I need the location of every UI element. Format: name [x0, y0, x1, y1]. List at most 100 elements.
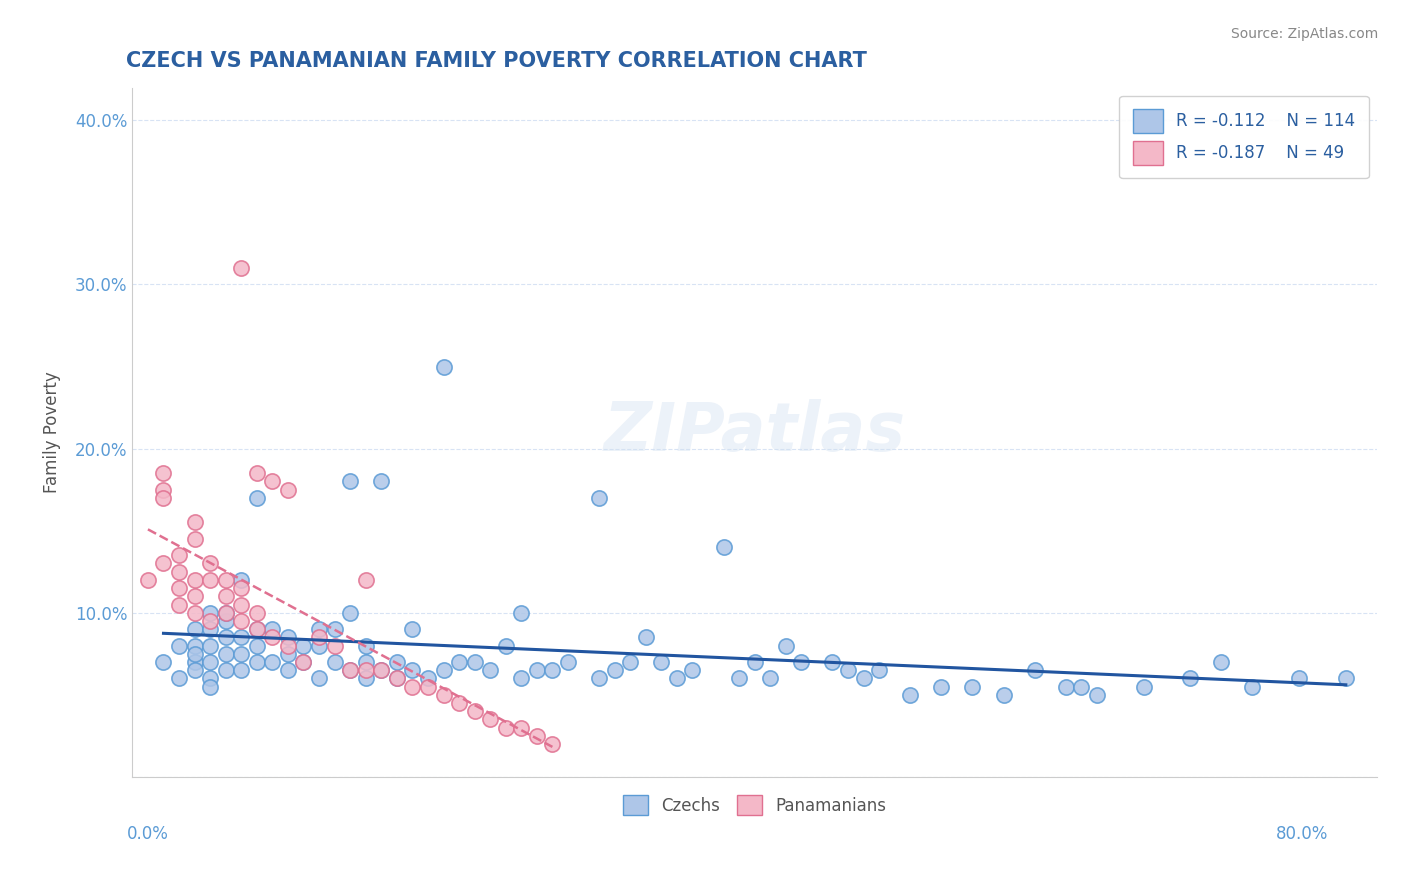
Point: [215, 573, 238, 587]
Point: [183, 647, 205, 661]
Point: [479, 713, 502, 727]
Point: [277, 483, 299, 497]
Point: [401, 622, 423, 636]
Point: [339, 663, 361, 677]
Point: [541, 663, 564, 677]
Point: [152, 467, 174, 481]
Point: [370, 663, 392, 677]
Point: [183, 606, 205, 620]
Point: [308, 622, 330, 636]
Point: [323, 639, 346, 653]
Point: [231, 631, 253, 645]
Point: [231, 581, 253, 595]
Point: [588, 672, 610, 686]
Point: [354, 672, 377, 686]
Point: [852, 672, 875, 686]
Point: [479, 663, 502, 677]
Point: [650, 655, 672, 669]
Point: [370, 475, 392, 489]
Legend: Czechs, Panamanians: Czechs, Panamanians: [614, 787, 894, 823]
Point: [183, 663, 205, 677]
Point: [136, 573, 159, 587]
Point: [246, 606, 269, 620]
Point: [262, 655, 284, 669]
Point: [167, 639, 190, 653]
Point: [510, 672, 533, 686]
Point: [1334, 672, 1357, 686]
Y-axis label: Family Poverty: Family Poverty: [44, 371, 60, 493]
Point: [495, 639, 517, 653]
Text: CZECH VS PANAMANIAN FAMILY POVERTY CORRELATION CHART: CZECH VS PANAMANIAN FAMILY POVERTY CORRE…: [127, 51, 868, 70]
Point: [339, 606, 361, 620]
Point: [1085, 688, 1108, 702]
Point: [183, 573, 205, 587]
Point: [292, 639, 315, 653]
Point: [1070, 680, 1092, 694]
Point: [868, 663, 890, 677]
Point: [354, 655, 377, 669]
Point: [449, 655, 471, 669]
Point: [277, 663, 299, 677]
Point: [557, 655, 579, 669]
Point: [1024, 663, 1046, 677]
Point: [292, 655, 315, 669]
Point: [432, 359, 454, 374]
Point: [495, 721, 517, 735]
Point: [246, 622, 269, 636]
Text: 0.0%: 0.0%: [127, 825, 169, 843]
Point: [262, 622, 284, 636]
Point: [634, 631, 657, 645]
Point: [262, 631, 284, 645]
Text: 80.0%: 80.0%: [1277, 825, 1329, 843]
Point: [665, 672, 688, 686]
Point: [167, 672, 190, 686]
Point: [183, 639, 205, 653]
Point: [277, 631, 299, 645]
Point: [790, 655, 813, 669]
Point: [198, 680, 221, 694]
Point: [713, 540, 735, 554]
Point: [323, 622, 346, 636]
Point: [231, 598, 253, 612]
Point: [215, 614, 238, 628]
Point: [526, 729, 548, 743]
Point: [246, 622, 269, 636]
Point: [152, 557, 174, 571]
Point: [1211, 655, 1233, 669]
Point: [308, 672, 330, 686]
Point: [152, 491, 174, 505]
Point: [744, 655, 766, 669]
Point: [588, 491, 610, 505]
Point: [246, 467, 269, 481]
Point: [510, 606, 533, 620]
Point: [931, 680, 953, 694]
Point: [152, 483, 174, 497]
Point: [198, 573, 221, 587]
Point: [416, 672, 439, 686]
Point: [292, 655, 315, 669]
Point: [183, 516, 205, 530]
Point: [215, 606, 238, 620]
Point: [541, 737, 564, 751]
Point: [308, 631, 330, 645]
Point: [728, 672, 751, 686]
Point: [370, 663, 392, 677]
Point: [167, 581, 190, 595]
Point: [246, 655, 269, 669]
Point: [385, 655, 408, 669]
Point: [231, 647, 253, 661]
Point: [152, 655, 174, 669]
Point: [167, 565, 190, 579]
Point: [339, 663, 361, 677]
Point: [681, 663, 703, 677]
Point: [215, 647, 238, 661]
Point: [183, 622, 205, 636]
Point: [354, 573, 377, 587]
Point: [603, 663, 626, 677]
Point: [510, 721, 533, 735]
Point: [231, 663, 253, 677]
Point: [962, 680, 984, 694]
Point: [432, 688, 454, 702]
Point: [231, 261, 253, 276]
Point: [464, 655, 486, 669]
